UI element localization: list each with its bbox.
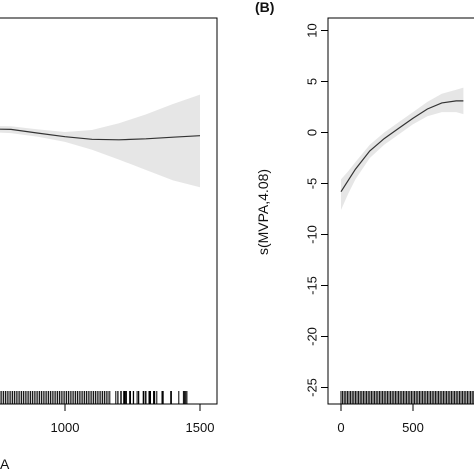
- x-tick-label: 1000: [51, 420, 80, 435]
- smooth-curve: [340, 100, 464, 193]
- y-tick-label: -5: [305, 178, 320, 190]
- x-tick-label: 0: [337, 420, 344, 435]
- plot-frame: [0, 17, 218, 405]
- panel-b: 10 5 0 -5 -10 -15 -20 -25 0 500 s(MVPA,4.08) (B): [255, 0, 474, 435]
- y-tick-label: -15: [305, 276, 320, 295]
- confidence-band: [341, 87, 464, 210]
- y-tick-label: 5: [305, 78, 320, 85]
- smooth-curve: [0, 128, 201, 141]
- y-axis-title: s(MVPA,4.08): [255, 169, 271, 255]
- y-tick-label: -25: [305, 378, 320, 397]
- plot-frame: [327, 17, 474, 405]
- rug-marks: [0, 391, 188, 404]
- confidence-band: [0, 94, 200, 188]
- x-tick-label: 1500: [186, 420, 215, 435]
- rug-marks: [340, 391, 474, 404]
- panel-a: 1000 1500 A: [0, 17, 218, 472]
- y-tick-label: 0: [305, 129, 320, 136]
- y-tick-label: -20: [305, 327, 320, 346]
- panel-label: (B): [255, 0, 274, 15]
- x-tick-label: 500: [402, 420, 424, 435]
- x-axis-title: A: [0, 456, 10, 472]
- y-tick-label: 10: [305, 23, 320, 37]
- y-tick-label: -10: [305, 225, 320, 244]
